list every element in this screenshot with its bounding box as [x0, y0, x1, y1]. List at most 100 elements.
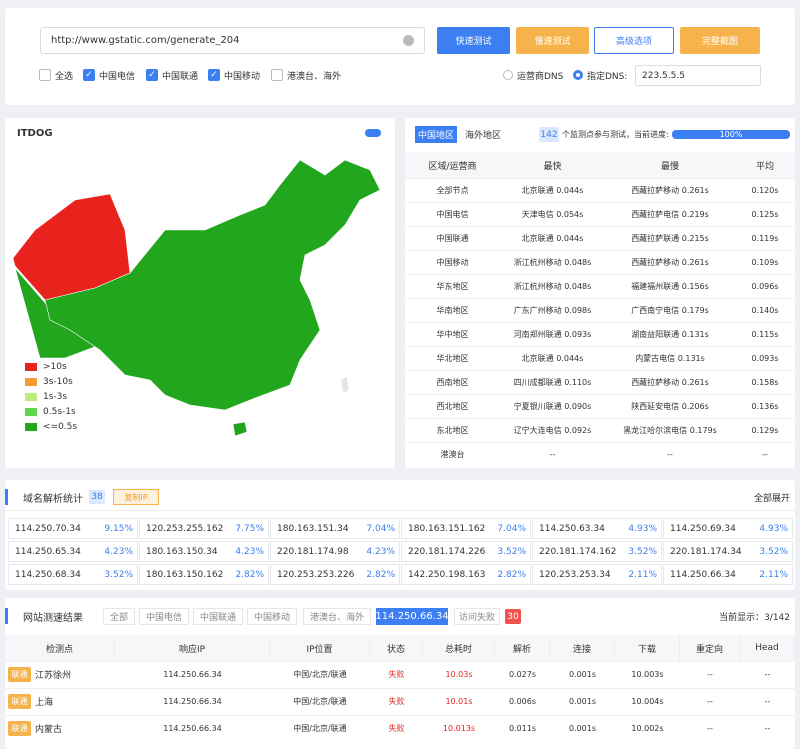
dns-input[interactable]: 223.5.5.5	[635, 65, 761, 86]
table-cell: 10.002s	[631, 724, 664, 733]
table-cell: 四川成都联通 0.110s	[513, 377, 592, 387]
percent: 2.82%	[366, 569, 395, 580]
title-marker	[5, 608, 8, 624]
radio[interactable]	[573, 70, 583, 80]
table-cell: 0.001s	[568, 670, 597, 679]
ip-cell: 220.181.174.34 3.52%	[663, 541, 793, 562]
table-cell: 内蒙古电信 0.131s	[635, 353, 705, 363]
checkbox[interactable]: ✓	[83, 69, 95, 81]
table-header: 下载	[615, 635, 680, 661]
ip-cell: 114.250.65.34 4.23%	[8, 541, 138, 562]
button[interactable]: 快速测试	[437, 27, 510, 54]
url-input[interactable]: http://www.gstatic.com/generate_204	[40, 27, 425, 54]
table-header: 解析	[495, 635, 550, 661]
table-cell: --	[764, 670, 771, 679]
ip-cell: 180.163.151.162 7.04%	[401, 518, 531, 539]
table-cell: 中国/北京/联通	[293, 670, 347, 679]
tab[interactable]: 海外地区	[464, 131, 501, 141]
checkbox-label[interactable]: 中国联通	[162, 71, 199, 82]
ip-cell: 120.253.253.226 2.82%	[270, 564, 400, 585]
expand-button[interactable]: 全部展开	[753, 493, 790, 504]
checkbox[interactable]: ✓	[208, 69, 220, 81]
ip-cell: 180.163.150.162 2.82%	[139, 564, 269, 585]
filter-tab[interactable]: 访问失败	[454, 608, 500, 625]
ip: 120.253.253.226	[277, 569, 355, 580]
table-cell: --	[762, 449, 768, 459]
table-cell: --	[549, 449, 556, 459]
percent: 2.82%	[235, 569, 264, 580]
percent: 3.52%	[497, 546, 526, 557]
legend-swatch	[25, 378, 37, 386]
radio[interactable]	[503, 70, 513, 80]
copy-button[interactable]: 复制IP	[113, 489, 159, 505]
hainan	[232, 421, 248, 437]
table-cell: 西藏拉萨移动 0.261s	[631, 257, 709, 267]
table-cell: 10.003s	[631, 670, 664, 679]
percent: 7.04%	[366, 523, 395, 534]
filter-tab[interactable]: 中国移动	[247, 608, 297, 625]
table-cell: 北京联通 0.044s	[521, 233, 584, 243]
table-cell: 0.129s	[751, 425, 779, 435]
toolbar-card: http://www.gstatic.com/generate_204 快速测试慢…	[5, 8, 795, 105]
checkbox[interactable]: ✓	[146, 69, 158, 81]
filter-tab[interactable]: 114.250.66.34	[375, 608, 449, 625]
checkbox[interactable]	[39, 69, 51, 81]
table-cell: 中国移动	[436, 257, 469, 267]
progress-bar: 100%	[672, 130, 790, 139]
button[interactable]: 完整截图	[680, 27, 760, 54]
button[interactable]: 高级选项	[594, 27, 674, 54]
checkbox-label[interactable]: 全选	[55, 71, 74, 82]
table-cell: 陕西延安电信 0.206s	[631, 401, 709, 411]
isp-badge: 联通	[8, 721, 31, 736]
checkbox-label[interactable]: 中国移动	[224, 71, 261, 82]
checkbox-label[interactable]: 港澳台、海外	[287, 71, 342, 82]
table-cell: 天津电信 0.054s	[521, 209, 584, 219]
table-header: 连接	[550, 635, 615, 661]
filter-tab[interactable]: 中国电信	[139, 608, 189, 625]
radio-label[interactable]: 运营商DNS	[517, 71, 564, 82]
legend-swatch	[25, 423, 37, 431]
tab[interactable]: 中国地区	[415, 126, 457, 143]
row-divider	[405, 370, 795, 371]
count-text: 个监测点参与测试，当前进度:	[562, 130, 669, 139]
table-cell: --	[764, 724, 771, 733]
ip: 114.250.66.34	[670, 569, 736, 580]
checkbox[interactable]	[271, 69, 283, 81]
table-cell: 0.011s	[508, 724, 537, 733]
table-cell: 浙江杭州移动 0.048s	[513, 281, 592, 291]
row-divider	[405, 202, 795, 203]
table-cell: 华北地区	[436, 353, 469, 363]
table-cell: 辽宁大连电信 0.092s	[513, 425, 592, 435]
ip: 180.163.150.34	[146, 546, 218, 557]
clear-icon[interactable]	[403, 35, 414, 46]
table-cell: 失败	[388, 697, 405, 706]
radio-label[interactable]: 指定DNS:	[587, 71, 628, 82]
ip: 114.250.68.34	[15, 569, 81, 580]
legend-label: 3s-10s	[43, 377, 73, 387]
table-cell: --	[707, 697, 713, 706]
ip: 114.250.63.34	[539, 523, 605, 534]
row-divider	[405, 418, 795, 419]
percent: 4.23%	[104, 546, 133, 557]
toggle[interactable]	[365, 129, 381, 137]
table-header: 平均	[755, 161, 774, 172]
ip: 180.163.151.34	[277, 523, 349, 534]
table-header: 响应IP	[115, 635, 270, 661]
row-divider	[405, 250, 795, 251]
checkbox-label[interactable]: 中国电信	[99, 71, 136, 82]
table-header: 检测点	[5, 635, 115, 661]
ip: 220.181.174.162	[539, 546, 617, 557]
table-cell: 10.01s	[445, 697, 473, 706]
table-cell: 失败	[388, 670, 405, 679]
button[interactable]: 慢速测试	[516, 27, 589, 54]
filter-tab[interactable]: 中国联通	[193, 608, 243, 625]
table-header: 总耗时	[423, 635, 495, 661]
percent: 2.82%	[497, 569, 526, 580]
filter-tab[interactable]: 港澳台、海外	[303, 608, 371, 625]
table-header: Head	[740, 635, 795, 661]
filter-tab[interactable]: 全部	[103, 608, 135, 625]
isp-badge: 联通	[8, 667, 31, 682]
section-title: 网站测速结果	[23, 612, 83, 624]
percent: 3.52%	[628, 546, 657, 557]
